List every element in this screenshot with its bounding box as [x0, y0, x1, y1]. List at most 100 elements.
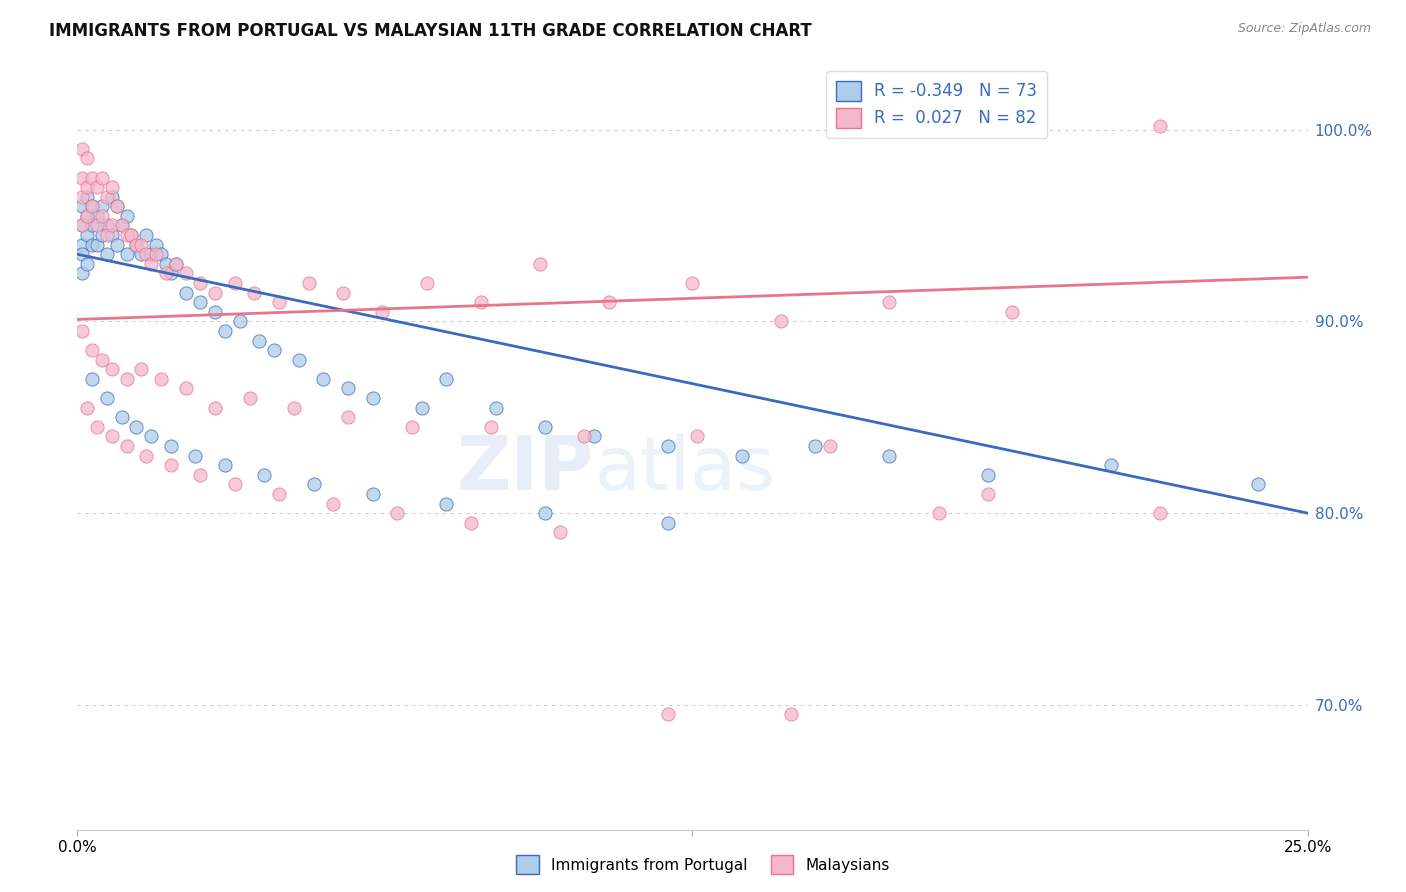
Point: [82, 372, 104, 386]
Point: [82, 237, 104, 252]
Point: [125, 237, 148, 252]
Point: [657, 439, 679, 453]
Point: [879, 295, 901, 310]
Point: [479, 420, 502, 434]
Point: [204, 285, 226, 300]
Point: [96, 219, 118, 233]
Point: [105, 199, 128, 213]
Point: [86, 420, 108, 434]
Point: [322, 496, 344, 510]
Point: [485, 401, 508, 415]
Point: [101, 180, 124, 194]
Point: [160, 266, 183, 280]
Point: [135, 449, 157, 463]
Point: [184, 449, 207, 463]
Point: [1247, 477, 1270, 491]
Point: [82, 199, 104, 213]
Point: [228, 314, 252, 328]
Text: Source: ZipAtlas.com: Source: ZipAtlas.com: [1237, 22, 1371, 36]
Point: [76, 401, 98, 415]
Point: [86, 209, 108, 223]
Point: [76, 189, 98, 203]
Point: [470, 295, 492, 310]
Point: [214, 324, 236, 338]
Point: [820, 439, 842, 453]
Point: [70, 324, 93, 338]
Point: [529, 257, 551, 271]
Point: [879, 449, 901, 463]
Point: [1099, 458, 1122, 473]
Point: [76, 180, 98, 194]
Point: [82, 199, 104, 213]
Point: [332, 285, 354, 300]
Point: [977, 467, 1000, 482]
Point: [76, 209, 98, 223]
Point: [253, 467, 276, 482]
Point: [1149, 506, 1171, 520]
Point: [1149, 119, 1171, 133]
Point: [188, 276, 212, 290]
Point: [269, 295, 291, 310]
Point: [96, 227, 118, 242]
Point: [105, 199, 128, 213]
Point: [534, 506, 557, 520]
Point: [337, 410, 360, 425]
Point: [298, 276, 321, 290]
Text: IMMIGRANTS FROM PORTUGAL VS MALAYSIAN 11TH GRADE CORRELATION CHART: IMMIGRANTS FROM PORTUGAL VS MALAYSIAN 11…: [49, 22, 811, 40]
Point: [145, 247, 167, 261]
Point: [70, 237, 93, 252]
Point: [141, 429, 163, 443]
Point: [90, 170, 114, 185]
Point: [401, 420, 423, 434]
Point: [101, 429, 124, 443]
Point: [96, 391, 118, 405]
Point: [204, 401, 226, 415]
Point: [96, 189, 118, 203]
Point: [269, 487, 291, 501]
Point: [70, 189, 93, 203]
Point: [101, 362, 124, 376]
Point: [361, 487, 384, 501]
Point: [224, 477, 246, 491]
Point: [90, 227, 114, 242]
Point: [224, 276, 246, 290]
Point: [548, 525, 571, 540]
Point: [105, 237, 128, 252]
Point: [416, 276, 439, 290]
Point: [174, 266, 197, 280]
Point: [86, 180, 108, 194]
Point: [214, 458, 236, 473]
Point: [337, 381, 360, 395]
Point: [249, 334, 271, 348]
Point: [598, 295, 620, 310]
Point: [770, 314, 793, 328]
Point: [155, 257, 177, 271]
Point: [82, 219, 104, 233]
Point: [70, 266, 93, 280]
Point: [135, 247, 157, 261]
Point: [150, 372, 173, 386]
Point: [150, 247, 173, 261]
Point: [86, 237, 108, 252]
Point: [160, 439, 183, 453]
Point: [111, 219, 132, 233]
Point: [361, 391, 384, 405]
Point: [76, 257, 98, 271]
Point: [111, 410, 132, 425]
Point: [135, 227, 157, 242]
Legend: R = -0.349   N = 73, R =  0.027   N = 82: R = -0.349 N = 73, R = 0.027 N = 82: [825, 70, 1047, 138]
Point: [101, 219, 124, 233]
Point: [188, 467, 212, 482]
Point: [115, 247, 138, 261]
Point: [160, 458, 183, 473]
Point: [436, 372, 458, 386]
Point: [312, 372, 335, 386]
Point: [70, 219, 93, 233]
Point: [96, 247, 118, 261]
Point: [302, 477, 325, 491]
Point: [141, 257, 163, 271]
Point: [101, 189, 124, 203]
Text: atlas: atlas: [595, 433, 775, 506]
Point: [121, 227, 143, 242]
Point: [70, 219, 93, 233]
